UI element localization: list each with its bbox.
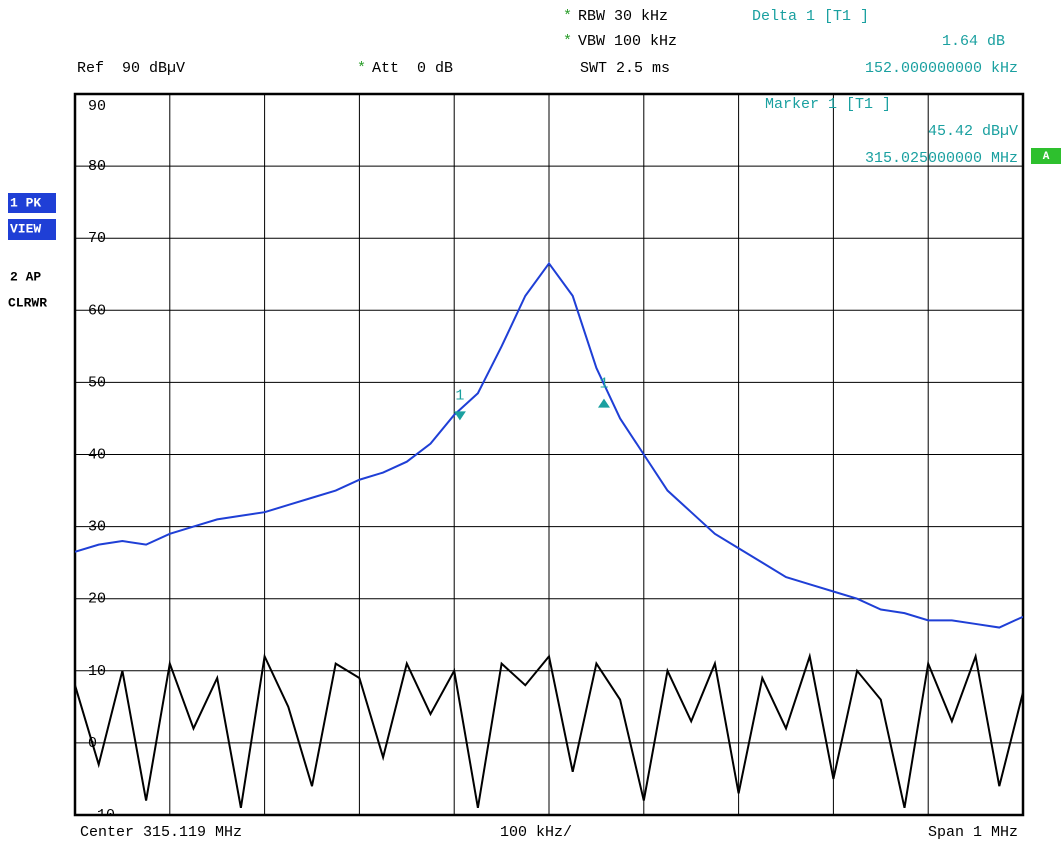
marker-freq: 315.025000000 MHz bbox=[865, 150, 1018, 167]
trace1-badge bbox=[8, 193, 56, 213]
y-tick-label: 30 bbox=[88, 519, 106, 536]
trace1-mode: VIEW bbox=[10, 221, 41, 236]
sweep-time: SWT 2.5 ms bbox=[580, 60, 670, 77]
marker-label: 1 bbox=[599, 376, 608, 393]
trace2-label: 2 AP bbox=[10, 269, 41, 284]
y-tick-label: 40 bbox=[88, 446, 106, 463]
rbw: RBW 30 kHz bbox=[578, 8, 668, 25]
star: * bbox=[563, 33, 572, 50]
attenuation: Att 0 dB bbox=[372, 60, 453, 77]
marker-title: Marker 1 [T1 ] bbox=[765, 96, 891, 113]
y-tick-label: 90 bbox=[88, 98, 106, 115]
y-tick-label: 70 bbox=[88, 230, 106, 247]
span: Span 1 MHz bbox=[928, 824, 1018, 841]
y-tick-label: 20 bbox=[88, 591, 106, 608]
delta-level: 1.64 dB bbox=[942, 33, 1005, 50]
y-tick-label: -10 bbox=[88, 807, 115, 824]
star: * bbox=[563, 8, 572, 25]
display-label: A bbox=[1043, 151, 1050, 163]
y-tick-label: 10 bbox=[88, 663, 106, 680]
marker-level: 45.42 dBµV bbox=[928, 123, 1018, 140]
trace bbox=[75, 261, 1023, 629]
marker bbox=[597, 398, 610, 408]
ref-level: Ref 90 dBµV bbox=[77, 60, 185, 77]
trace2-mode: CLRWR bbox=[8, 295, 47, 310]
trace1-badge bbox=[8, 219, 56, 240]
div: 100 kHz/ bbox=[500, 824, 572, 841]
trace1-label: 1 PK bbox=[10, 195, 41, 210]
vbw: VBW 100 kHz bbox=[578, 33, 677, 50]
marker-label: 1 bbox=[455, 387, 464, 404]
center-freq: Center 315.119 MHz bbox=[80, 824, 242, 841]
delta-title: Delta 1 [T1 ] bbox=[752, 8, 869, 25]
star: * bbox=[357, 60, 366, 77]
display-badge bbox=[1031, 148, 1061, 164]
y-tick-label: 60 bbox=[88, 302, 106, 319]
trace bbox=[75, 652, 1023, 809]
y-tick-label: 50 bbox=[88, 374, 106, 391]
y-tick-label: 80 bbox=[88, 158, 106, 175]
marker bbox=[453, 411, 466, 421]
plot-frame bbox=[73, 92, 1025, 817]
delta-freq: 152.000000000 kHz bbox=[865, 60, 1018, 77]
